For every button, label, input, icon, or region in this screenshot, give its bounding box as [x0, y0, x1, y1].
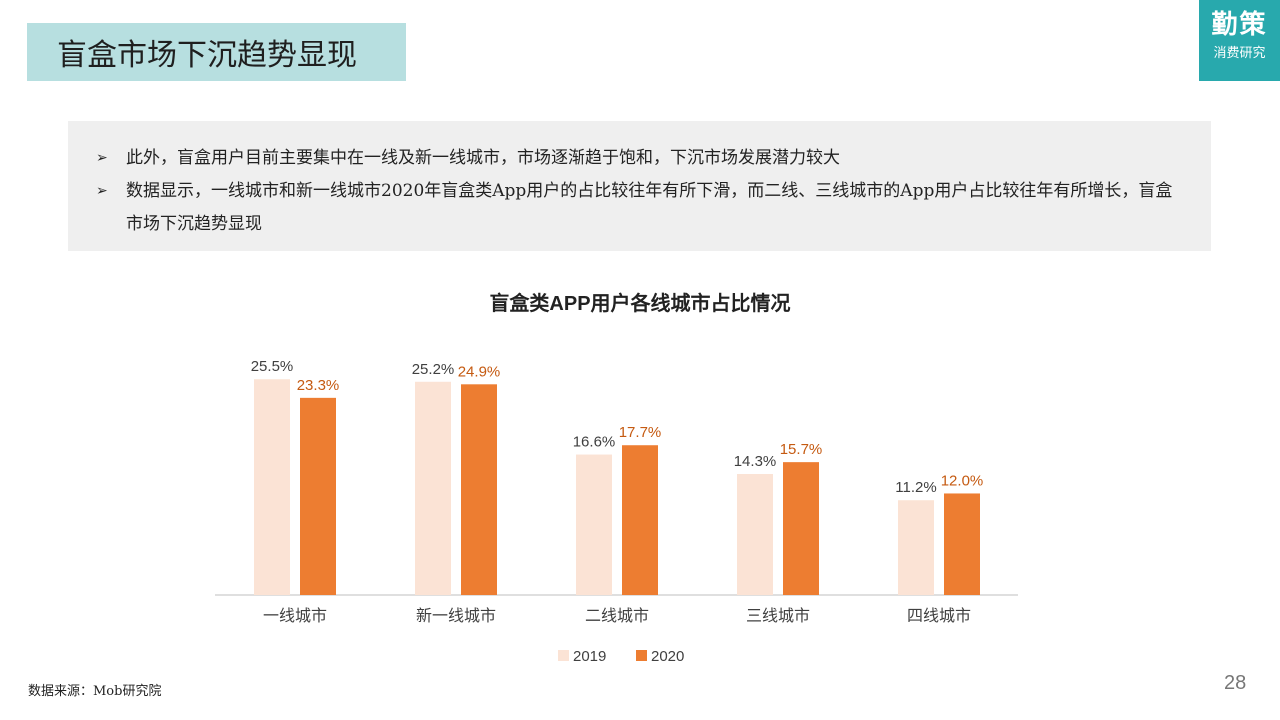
bar-2019	[254, 379, 290, 595]
bar-2020	[783, 462, 819, 595]
data-label: 24.9%	[458, 363, 501, 380]
legend-swatch-2020	[636, 650, 647, 661]
slide-title: 盲盒市场下沉趋势显现	[57, 38, 357, 73]
arrow-bullet-icon: ➢	[96, 183, 108, 199]
data-label: 17.7%	[619, 424, 662, 441]
bar-2020	[461, 384, 497, 595]
bar-2019	[415, 381, 451, 595]
x-tick-label: 一线城市	[263, 607, 327, 625]
arrow-bullet-icon: ➢	[96, 150, 108, 166]
x-tick-label: 三线城市	[746, 607, 810, 625]
bullet-text: 数据显示，一线城市和新一线城市2020年盲盒类App用户的占比较往年有所下滑，而…	[126, 181, 1173, 234]
legend-label: 2019	[573, 648, 606, 665]
bar-2019	[737, 474, 773, 595]
data-label: 23.3%	[297, 377, 340, 394]
x-tick-label: 二线城市	[585, 607, 649, 625]
data-label: 11.2%	[895, 479, 936, 496]
legend-label: 2020	[651, 648, 684, 665]
legend-swatch-2019	[558, 650, 569, 661]
brand-subtitle: 消费研究	[1213, 45, 1266, 60]
data-label: 12.0%	[941, 472, 984, 489]
data-label: 14.3%	[734, 453, 777, 470]
bullet-item: ➢ 此外，盲盒用户目前主要集中在一线及新一线城市，市场逐渐趋于饱和，下沉市场发展…	[96, 142, 1183, 175]
x-tick-label: 四线城市	[907, 607, 971, 625]
bar-2020	[300, 397, 336, 595]
data-label: 16.6%	[573, 434, 616, 451]
bar-2020	[944, 493, 980, 595]
bar-2019	[898, 500, 934, 595]
summary-box: ➢ 此外，盲盒用户目前主要集中在一线及新一线城市，市场逐渐趋于饱和，下沉市场发展…	[68, 121, 1211, 251]
bar-2020	[622, 445, 658, 595]
bar-2019	[576, 454, 612, 595]
x-tick-label: 新一线城市	[416, 607, 496, 625]
data-source: 数据来源：Mob研究院	[28, 684, 162, 699]
data-label: 15.7%	[780, 441, 823, 458]
chart-title: 盲盒类APP用户各线城市占比情况	[489, 293, 791, 315]
page-number: 28	[1224, 672, 1247, 694]
bullet-text: 此外，盲盒用户目前主要集中在一线及新一线城市，市场逐渐趋于饱和，下沉市场发展潜力…	[126, 148, 840, 168]
slide-title-box: 盲盒市场下沉趋势显现	[27, 23, 406, 81]
data-label: 25.2%	[412, 361, 455, 378]
brand-logo: 勤策 消费研究	[1199, 0, 1280, 81]
bullet-item: ➢ 数据显示，一线城市和新一线城市2020年盲盒类App用户的占比较往年有所下滑…	[96, 175, 1183, 241]
data-label: 25.5%	[251, 358, 294, 375]
brand-name: 勤策	[1211, 9, 1268, 39]
